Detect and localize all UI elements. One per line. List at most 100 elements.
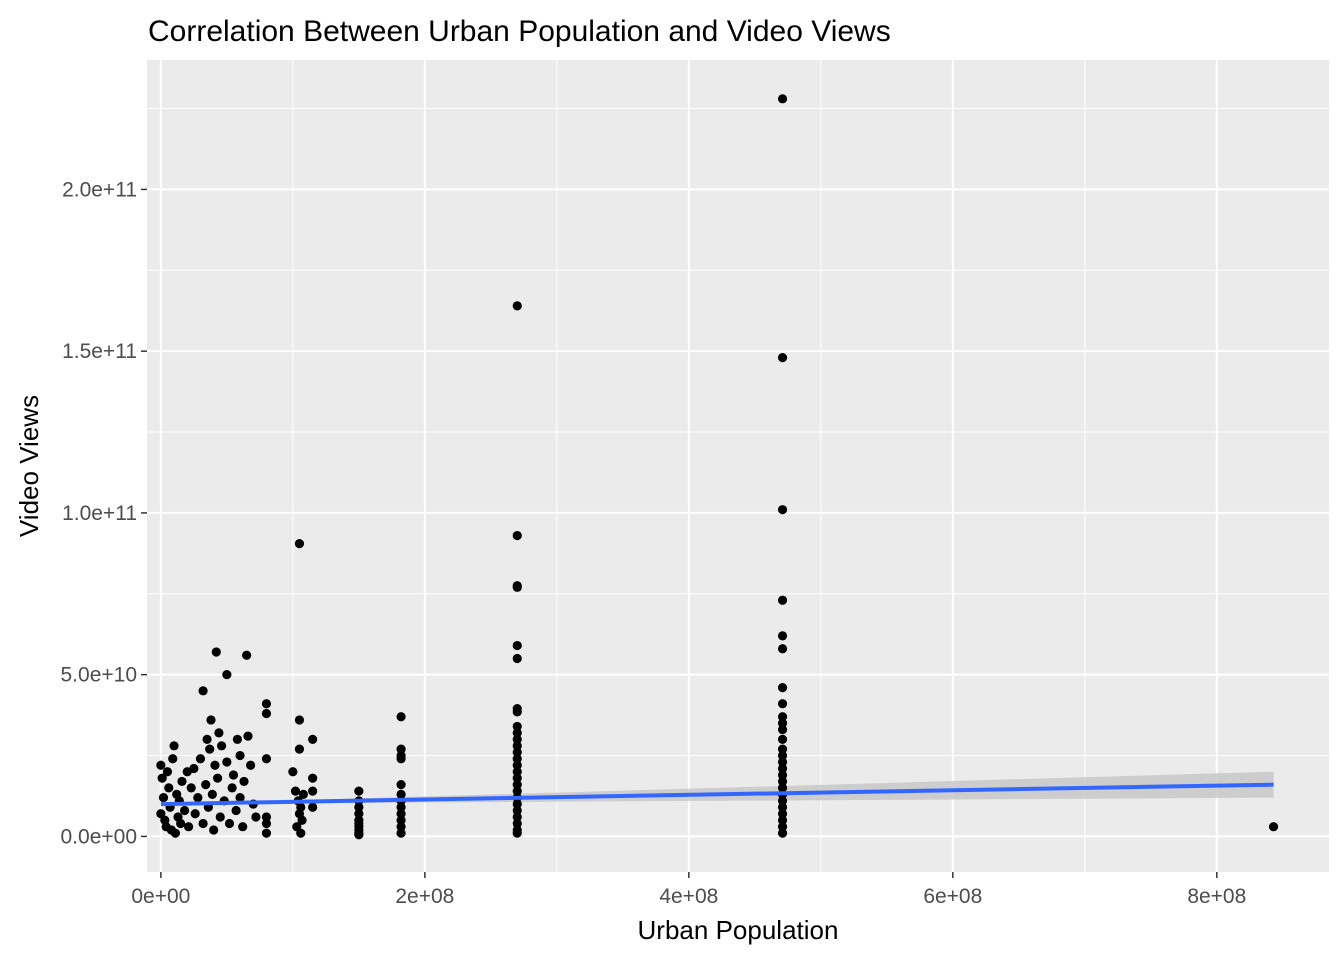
data-point	[198, 818, 208, 829]
data-point	[183, 822, 194, 832]
chart-title: Correlation Between Urban Population and…	[148, 15, 891, 48]
data-point	[777, 725, 788, 735]
data-point	[512, 818, 522, 829]
data-point	[224, 818, 235, 829]
data-point	[777, 796, 788, 806]
x-tick-label: 8e+08	[1187, 885, 1246, 908]
data-point	[396, 828, 406, 838]
confidence-ribbon	[160, 771, 1274, 805]
data-point	[228, 770, 239, 780]
data-point	[777, 783, 788, 793]
data-point	[235, 792, 245, 803]
data-point	[198, 686, 208, 696]
data-point	[288, 767, 298, 777]
data-point	[209, 825, 219, 835]
data-point	[205, 744, 215, 754]
data-point	[308, 734, 318, 744]
confidence-ribbon-layer	[160, 771, 1274, 805]
data-point	[777, 683, 788, 693]
data-point	[214, 728, 224, 738]
data-point	[512, 799, 522, 809]
data-point	[777, 734, 788, 744]
data-point	[261, 754, 272, 764]
major-gridlines	[147, 60, 1329, 872]
data-point	[261, 828, 272, 838]
data-point	[777, 750, 788, 761]
trend-line	[160, 782, 1274, 807]
data-point	[777, 744, 788, 754]
data-point	[396, 802, 406, 812]
data-point	[777, 718, 788, 728]
data-point	[202, 734, 212, 744]
data-point	[242, 650, 252, 660]
data-point	[396, 822, 406, 832]
data-point	[777, 757, 788, 767]
data-point	[777, 631, 788, 641]
plot-panel	[147, 60, 1329, 872]
x-tick-label: 0e+00	[131, 885, 190, 908]
data-point	[512, 640, 522, 651]
data-point	[777, 776, 788, 787]
data-point	[512, 747, 522, 757]
data-point	[354, 802, 364, 812]
data-point	[294, 744, 305, 754]
data-point	[235, 750, 245, 761]
data-point	[297, 815, 307, 825]
data-point	[193, 792, 203, 803]
data-point	[512, 812, 522, 822]
data-point	[177, 776, 187, 787]
data-point	[512, 805, 522, 816]
data-point	[777, 809, 788, 819]
data-point	[162, 767, 173, 777]
data-point	[396, 754, 406, 764]
data-point	[211, 647, 221, 657]
x-axis-title: Urban Population	[638, 915, 839, 945]
data-point	[290, 786, 301, 796]
y-tick-label: 2.0e+11	[62, 178, 137, 201]
data-point	[169, 741, 179, 751]
data-point	[512, 786, 522, 796]
data-point	[308, 786, 318, 796]
minor-gridlines	[147, 60, 1329, 872]
data-point	[777, 595, 788, 605]
data-point	[186, 783, 196, 793]
data-point	[512, 741, 522, 751]
data-point	[512, 721, 522, 732]
data-point	[512, 754, 522, 764]
data-point	[354, 786, 364, 796]
y-tick-label: 0.0e+00	[61, 825, 138, 848]
data-point	[308, 802, 318, 812]
data-point	[261, 699, 272, 709]
y-tick-label: 5.0e+10	[61, 664, 138, 687]
data-point	[777, 828, 788, 838]
data-point	[246, 760, 256, 770]
data-point	[296, 828, 306, 838]
data-point	[243, 731, 253, 741]
data-point	[213, 773, 223, 783]
data-point	[777, 815, 788, 825]
x-axis-ticks: 0e+00 2e+08 4e+08 6e+08 8e+08	[131, 872, 1246, 908]
data-point	[164, 783, 174, 793]
data-point	[396, 780, 406, 790]
data-point	[777, 505, 788, 515]
data-point	[157, 773, 167, 783]
y-tick-label: 1.0e+11	[62, 502, 137, 525]
data-point	[396, 744, 406, 754]
data-point	[239, 776, 249, 787]
data-point	[777, 699, 788, 709]
data-point	[512, 707, 522, 717]
data-point	[354, 830, 364, 840]
data-point	[158, 792, 169, 803]
x-tick-label: 4e+08	[659, 885, 718, 908]
data-point	[168, 754, 178, 764]
data-point	[777, 644, 788, 654]
data-point	[189, 763, 199, 774]
data-point	[512, 780, 522, 790]
data-point	[512, 773, 522, 783]
data-points	[156, 94, 1279, 840]
data-point	[298, 789, 309, 799]
data-point	[512, 760, 522, 770]
data-point	[190, 809, 200, 819]
data-point	[201, 780, 211, 790]
